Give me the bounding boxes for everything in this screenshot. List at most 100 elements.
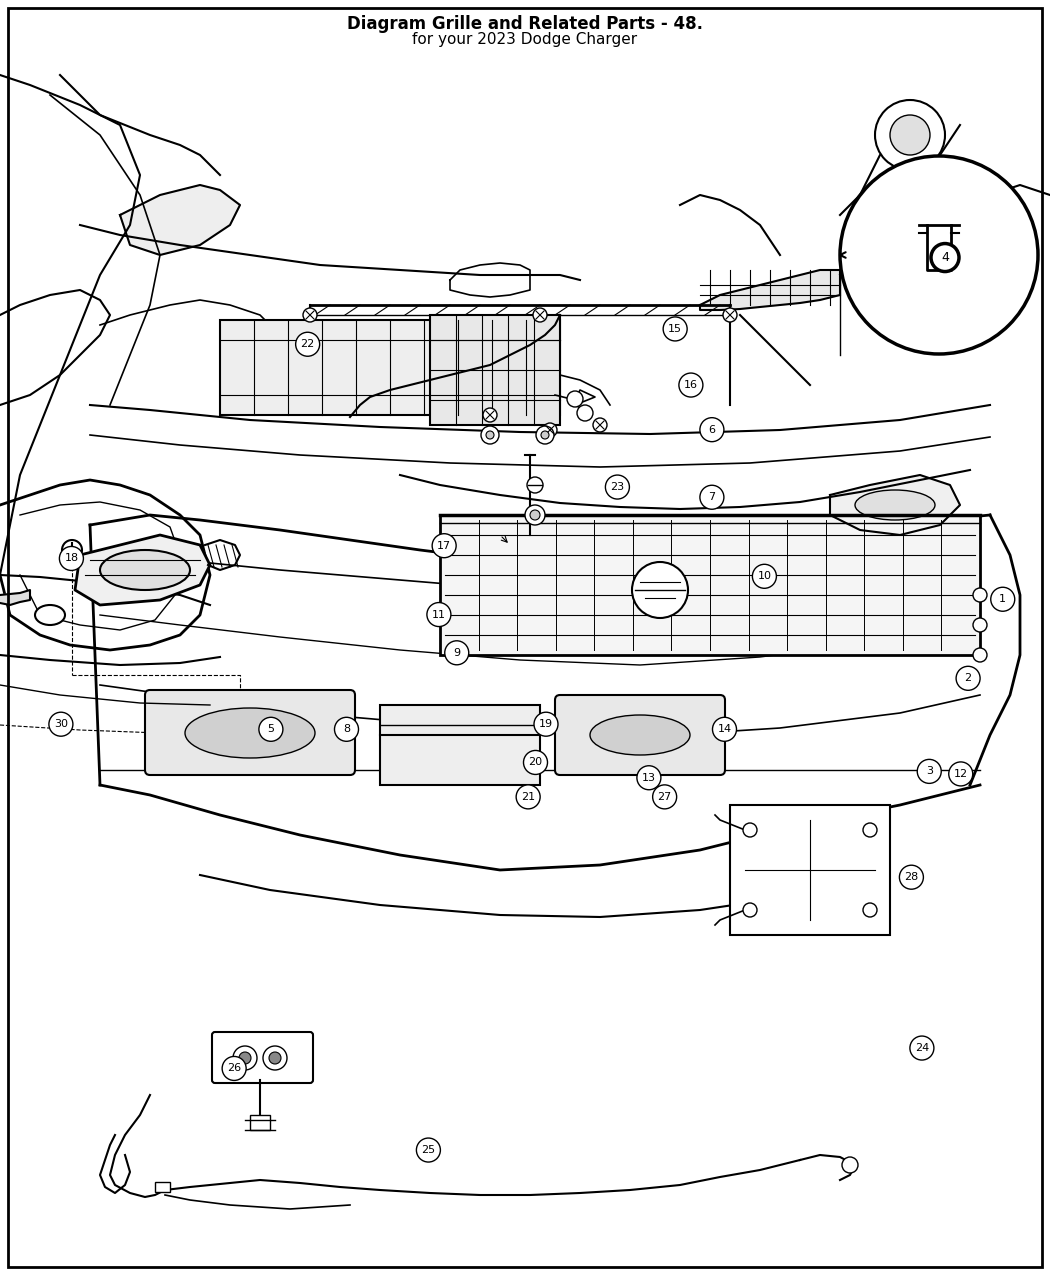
Text: 7: 7 [709,492,715,502]
Polygon shape [830,476,960,536]
Text: 28: 28 [904,872,919,882]
Bar [155,1182,170,1192]
Text: 14: 14 [717,724,732,734]
Text: 8: 8 [343,724,350,734]
Text: 25: 25 [421,1145,436,1155]
Text: 1: 1 [1000,594,1006,604]
Text: 20: 20 [528,757,543,768]
Circle shape [543,423,556,437]
Text: 10: 10 [757,571,772,581]
Circle shape [223,1057,246,1080]
Text: 16: 16 [684,380,698,390]
Text: 9: 9 [454,648,460,658]
Circle shape [918,760,941,783]
Circle shape [991,588,1014,611]
Circle shape [949,762,972,785]
Circle shape [578,405,593,421]
FancyBboxPatch shape [212,1031,313,1082]
Circle shape [541,431,549,439]
Ellipse shape [185,708,315,759]
Circle shape [679,374,702,397]
Circle shape [910,1037,933,1060]
Text: 19: 19 [539,719,553,729]
Circle shape [524,751,547,774]
Circle shape [527,477,543,493]
Text: 24: 24 [915,1043,929,1053]
Circle shape [900,866,923,889]
Text: 12: 12 [953,769,968,779]
Circle shape [49,713,72,736]
Text: 18: 18 [64,553,79,564]
Circle shape [743,903,757,917]
Circle shape [723,309,737,323]
Circle shape [259,718,282,741]
Circle shape [483,408,497,422]
Circle shape [60,547,83,570]
Circle shape [486,431,494,439]
Circle shape [931,244,959,272]
Text: 21: 21 [521,792,536,802]
Circle shape [303,309,317,323]
Text: 27: 27 [657,792,672,802]
Text: 13: 13 [642,773,656,783]
Ellipse shape [100,550,190,590]
Text: 11: 11 [432,609,446,620]
Text: 6: 6 [709,425,715,435]
Bar [440,515,980,655]
Circle shape [517,785,540,808]
Bar [250,1116,270,1130]
Circle shape [700,486,723,509]
Circle shape [269,1052,281,1065]
Polygon shape [120,185,240,255]
Text: Diagram Grille and Related Parts - 48.: Diagram Grille and Related Parts - 48. [346,15,704,33]
Text: 22: 22 [300,339,315,349]
Circle shape [296,333,319,356]
Bar [730,805,890,935]
Circle shape [713,718,736,741]
Circle shape [973,588,987,602]
Circle shape [664,317,687,340]
Bar [430,315,560,425]
Circle shape [606,476,629,499]
Circle shape [427,603,450,626]
Text: 4: 4 [941,251,949,264]
Circle shape [957,667,980,690]
Circle shape [335,718,358,741]
Circle shape [840,156,1038,354]
Circle shape [863,903,877,917]
Bar [220,320,560,414]
Circle shape [233,1046,257,1070]
Circle shape [973,648,987,662]
Circle shape [62,541,82,560]
Circle shape [239,1052,251,1065]
Ellipse shape [590,715,690,755]
Circle shape [653,785,676,808]
Polygon shape [75,536,210,606]
Circle shape [743,822,757,836]
Polygon shape [700,270,840,310]
Circle shape [433,534,456,557]
Circle shape [533,309,547,323]
Text: 30: 30 [54,719,68,729]
Bar [380,705,540,785]
Circle shape [753,565,776,588]
Circle shape [530,510,540,520]
Text: 26: 26 [227,1063,242,1074]
Circle shape [567,391,583,407]
FancyBboxPatch shape [555,695,724,775]
Circle shape [536,426,554,444]
Text: 17: 17 [437,541,451,551]
Text: 23: 23 [610,482,625,492]
Circle shape [481,426,499,444]
Text: 5: 5 [268,724,274,734]
Circle shape [875,99,945,170]
Circle shape [262,1046,287,1070]
Polygon shape [0,590,30,606]
Circle shape [445,641,468,664]
Circle shape [842,1156,858,1173]
Ellipse shape [855,490,934,520]
Circle shape [890,115,930,156]
Circle shape [863,822,877,836]
Circle shape [700,418,723,441]
FancyBboxPatch shape [145,690,355,775]
